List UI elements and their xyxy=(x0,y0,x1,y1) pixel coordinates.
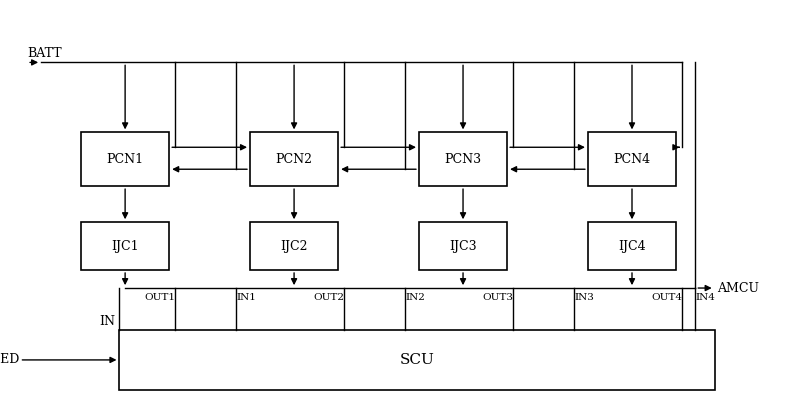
Text: OUT1: OUT1 xyxy=(145,293,175,302)
Bar xyxy=(588,222,676,270)
Text: PCN3: PCN3 xyxy=(445,153,482,166)
Text: SCU: SCU xyxy=(399,353,434,367)
Bar xyxy=(250,132,338,186)
Text: IJC4: IJC4 xyxy=(618,240,646,253)
Bar xyxy=(81,222,170,270)
Text: IJC1: IJC1 xyxy=(111,240,139,253)
Text: OUT2: OUT2 xyxy=(314,293,344,302)
Text: PCN4: PCN4 xyxy=(614,153,650,166)
Text: IN3: IN3 xyxy=(574,293,594,302)
Text: PCN1: PCN1 xyxy=(106,153,144,166)
Bar xyxy=(250,222,338,270)
Text: IJC2: IJC2 xyxy=(280,240,308,253)
Bar xyxy=(588,132,676,186)
Text: IN1: IN1 xyxy=(236,293,256,302)
Text: IN4: IN4 xyxy=(695,293,715,302)
Text: SPEED: SPEED xyxy=(0,354,19,366)
Text: BATT: BATT xyxy=(27,47,62,60)
Text: PCN2: PCN2 xyxy=(275,153,313,166)
Text: IN: IN xyxy=(99,315,115,328)
Text: OUT4: OUT4 xyxy=(651,293,682,302)
Text: AMCU: AMCU xyxy=(717,282,759,295)
Bar xyxy=(119,330,714,390)
Text: IJC3: IJC3 xyxy=(450,240,477,253)
Bar xyxy=(81,132,170,186)
Text: OUT3: OUT3 xyxy=(482,293,514,302)
Bar xyxy=(419,222,507,270)
Bar xyxy=(419,132,507,186)
Text: IN2: IN2 xyxy=(405,293,425,302)
